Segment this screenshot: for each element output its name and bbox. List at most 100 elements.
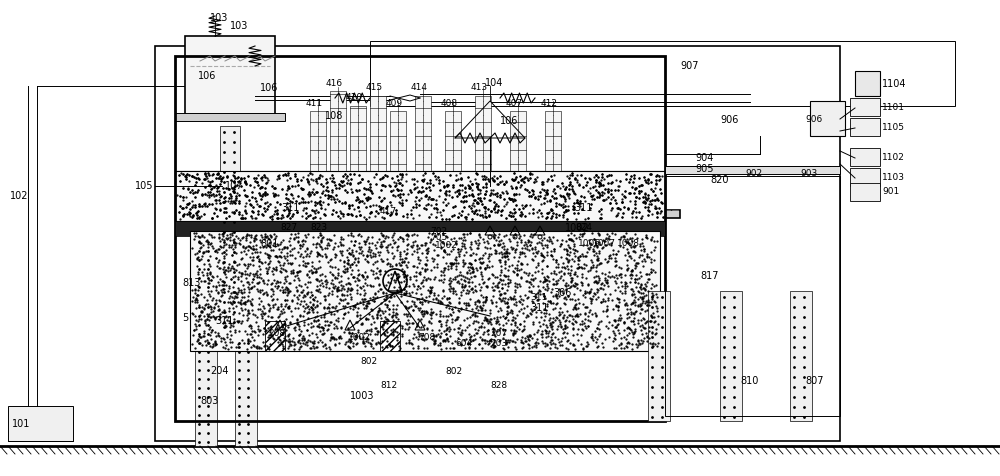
Text: 1002: 1002 [565, 223, 590, 233]
Text: 208: 208 [268, 328, 285, 337]
Text: 106: 106 [500, 116, 518, 126]
Text: 907: 907 [680, 61, 698, 71]
Text: 1102: 1102 [882, 152, 905, 161]
Bar [330, 91, 346, 206]
Bar [8, 406, 73, 441]
Text: 413: 413 [471, 83, 488, 92]
Text: 207: 207 [490, 328, 507, 337]
Text: 801: 801 [260, 239, 278, 249]
Bar [475, 96, 491, 206]
Text: 416: 416 [326, 79, 343, 88]
Text: 702: 702 [430, 227, 447, 236]
Bar [175, 171, 665, 221]
Text: 412: 412 [541, 99, 558, 108]
Bar [175, 221, 665, 236]
Bar [155, 46, 840, 441]
Text: 812: 812 [380, 381, 397, 390]
Bar [195, 301, 217, 446]
Text: 1104: 1104 [882, 79, 906, 89]
Bar [175, 56, 665, 421]
Bar [185, 36, 275, 116]
Text: 1006: 1006 [578, 239, 601, 248]
Bar [445, 111, 461, 206]
Bar [545, 111, 561, 206]
Bar [855, 71, 880, 96]
Bar [390, 111, 406, 206]
Text: 802: 802 [360, 357, 377, 366]
Bar [370, 41, 955, 106]
Text: 823: 823 [310, 224, 327, 232]
Bar [850, 118, 880, 136]
Text: 904: 904 [695, 153, 713, 163]
Text: 1101: 1101 [882, 102, 905, 111]
Text: 411: 411 [306, 99, 323, 108]
Text: 1002: 1002 [348, 334, 371, 343]
Text: 902: 902 [745, 169, 762, 178]
Bar [280, 210, 680, 218]
Bar [510, 111, 526, 206]
Text: 906: 906 [805, 115, 822, 123]
Bar [850, 98, 880, 116]
Text: 306: 306 [553, 288, 571, 298]
Bar [810, 101, 845, 136]
Text: 901: 901 [882, 188, 899, 197]
Text: 415: 415 [366, 83, 383, 92]
Text: 417: 417 [380, 207, 397, 216]
Bar [850, 183, 880, 201]
Text: 813: 813 [182, 278, 200, 288]
Text: 905: 905 [695, 164, 714, 174]
Text: 108: 108 [325, 111, 343, 121]
Bar [720, 291, 742, 421]
Text: 106: 106 [260, 83, 278, 93]
Text: 1007: 1007 [593, 239, 616, 248]
Text: 414: 414 [411, 83, 428, 92]
Text: 817: 817 [700, 271, 718, 281]
Text: 1002: 1002 [435, 241, 458, 250]
Bar [665, 166, 840, 174]
Text: 906: 906 [720, 115, 738, 125]
Text: 604: 604 [455, 338, 472, 347]
Text: 1008: 1008 [617, 239, 640, 248]
Bar [310, 111, 326, 206]
Text: 203: 203 [490, 338, 507, 347]
Text: 311: 311 [281, 203, 299, 213]
Text: 103: 103 [210, 13, 228, 23]
Text: 1103: 1103 [882, 172, 905, 181]
Text: 5: 5 [182, 313, 188, 323]
Bar [175, 113, 285, 121]
Bar [665, 176, 840, 416]
Bar [648, 291, 670, 421]
Text: 827: 827 [280, 224, 297, 232]
Text: 104: 104 [485, 78, 503, 88]
Text: 810: 810 [740, 376, 758, 386]
Text: 708: 708 [418, 334, 435, 343]
Text: 311: 311 [574, 203, 592, 213]
Text: 1003: 1003 [350, 391, 374, 401]
Text: 1105: 1105 [882, 122, 905, 131]
Text: 828: 828 [490, 381, 507, 390]
Text: 311: 311 [215, 316, 233, 326]
Bar [190, 231, 660, 351]
Text: 103: 103 [230, 21, 248, 31]
Bar [370, 96, 386, 206]
Text: 903: 903 [800, 169, 817, 178]
Text: 106: 106 [198, 71, 216, 81]
Text: 802: 802 [445, 367, 462, 376]
Bar [350, 106, 366, 206]
Bar [220, 126, 240, 326]
Text: 820: 820 [710, 175, 728, 185]
Text: 204: 204 [210, 366, 228, 376]
Text: 705: 705 [430, 234, 447, 242]
Text: 107: 107 [225, 181, 244, 191]
Text: 409: 409 [386, 99, 403, 108]
Bar [850, 148, 880, 166]
Bar [380, 321, 400, 351]
Text: 102: 102 [10, 191, 28, 201]
Text: 105: 105 [135, 181, 154, 191]
Bar [235, 336, 257, 446]
Bar [850, 168, 880, 186]
Text: 311: 311 [530, 303, 548, 313]
Bar [175, 171, 665, 221]
Text: 824: 824 [575, 224, 592, 232]
Text: 311: 311 [530, 294, 547, 303]
